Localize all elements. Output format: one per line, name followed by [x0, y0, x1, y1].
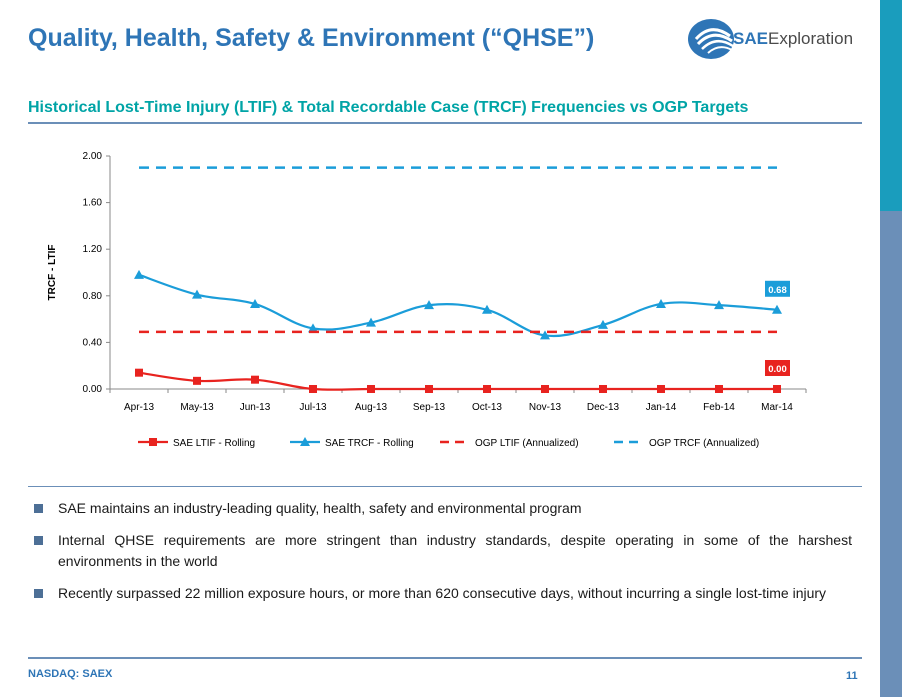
sae-ltif-rolling-line [138, 371, 777, 391]
divider-top [28, 122, 862, 124]
sae-ltif-rolling-point [715, 385, 723, 393]
legend-label: OGP TRCF (Annualized) [649, 438, 759, 449]
x-tick-label: Oct-13 [472, 402, 502, 413]
data-label-box [765, 280, 790, 297]
sae-ltif-rolling-point [541, 385, 549, 393]
x-tick-label: Dec-13 [587, 402, 620, 413]
sae-ltif-rolling-legend-marker [149, 438, 157, 446]
bullet-square-icon [34, 504, 43, 513]
qhse-line-chart: 0.00 0.40 0.80 1.20 1.60 2.00 TRCF - LTIF Apr-1… [47, 151, 807, 449]
x-tick-label: Apr-13 [124, 402, 154, 413]
sae-ltif-rolling-point [657, 385, 665, 393]
x-tick-label: Jun-13 [240, 402, 271, 413]
bullet-item: Recently surpassed 22 million exposure h… [32, 583, 852, 604]
sae-trcf-rolling-point [482, 304, 492, 314]
divider-bottom [28, 657, 862, 659]
data-label: 0.00 [768, 364, 787, 375]
sae-ltif-rolling-point [425, 385, 433, 393]
saexploration-logo-icon [688, 19, 734, 59]
y-tick-label: 1.60 [83, 198, 103, 209]
sidebar-accent-bottom [880, 211, 902, 697]
sae-trcf-rolling-point [308, 323, 318, 333]
page-number: 11 [846, 670, 858, 682]
data-label-box [765, 360, 790, 376]
x-tick-label: May-13 [180, 402, 214, 413]
y-tick-label: 0.40 [83, 337, 103, 348]
sae-trcf-rolling-point [656, 298, 666, 308]
y-tick-label: 0.80 [83, 291, 103, 302]
divider-middle [28, 486, 862, 487]
x-tick-label: Mar-14 [761, 402, 793, 413]
sae-trcf-rolling-point [192, 289, 202, 299]
sae-ltif-rolling-point [135, 368, 143, 377]
bullet-list: SAE maintains an industry-leading qualit… [32, 498, 852, 615]
x-tick-label: Aug-13 [355, 402, 388, 413]
x-tick-label: Jan-14 [646, 402, 677, 413]
bullet-square-icon [34, 589, 43, 598]
x-tick-label: Sep-13 [413, 402, 446, 413]
logo-wordmark: SAEExploration [733, 29, 854, 48]
y-tick-label: 2.00 [83, 151, 103, 162]
sae-ltif-rolling-point [599, 385, 607, 393]
sae-trcf-rolling-point [250, 298, 260, 308]
legend-label: SAE LTIF - Rolling [173, 438, 255, 449]
sae-trcf-rolling-point [540, 330, 550, 340]
sae-ltif-rolling-point [251, 375, 259, 384]
y-axis-label: TRCF - LTIF [47, 245, 58, 301]
sae-trcf-rolling-point [424, 300, 434, 310]
sae-trcf-rolling-line [138, 273, 778, 338]
sae-trcf-rolling-point [366, 317, 376, 327]
x-tick-label: Nov-13 [529, 402, 562, 413]
sae-ltif-rolling-point [309, 385, 317, 393]
slide-title: Quality, Health, Safety & Environment (“… [28, 24, 595, 52]
footer-ticker: NASDAQ: SAEX [28, 668, 113, 680]
bullet-square-icon [34, 536, 43, 545]
x-tick-label: Feb-14 [703, 402, 735, 413]
bullet-item: Internal QHSE requirements are more stri… [32, 530, 852, 572]
legend-label: SAE TRCF - Rolling [325, 438, 414, 449]
sae-trcf-rolling-legend-marker [300, 437, 310, 446]
sae-trcf-rolling-point [772, 304, 782, 314]
chart-subtitle: Historical Lost-Time Injury (LTIF) & Tot… [28, 99, 749, 116]
sae-ltif-rolling-point [483, 385, 491, 393]
sae-ltif-rolling-point [367, 385, 375, 393]
y-tick-label: 1.20 [83, 244, 103, 255]
sidebar-accent-top [880, 0, 902, 211]
x-tick-label: Jul-13 [299, 402, 327, 413]
bullet-item: SAE maintains an industry-leading qualit… [32, 498, 852, 519]
data-label: 0.68 [768, 285, 787, 296]
sae-trcf-rolling-point [714, 300, 724, 310]
y-tick-label: 0.00 [83, 384, 103, 395]
sae-trcf-rolling-point [134, 269, 144, 279]
legend-label: OGP LTIF (Annualized) [475, 438, 579, 449]
sae-ltif-rolling-point [773, 385, 781, 393]
sae-trcf-rolling-point [598, 319, 608, 329]
sae-ltif-rolling-point [193, 376, 201, 385]
